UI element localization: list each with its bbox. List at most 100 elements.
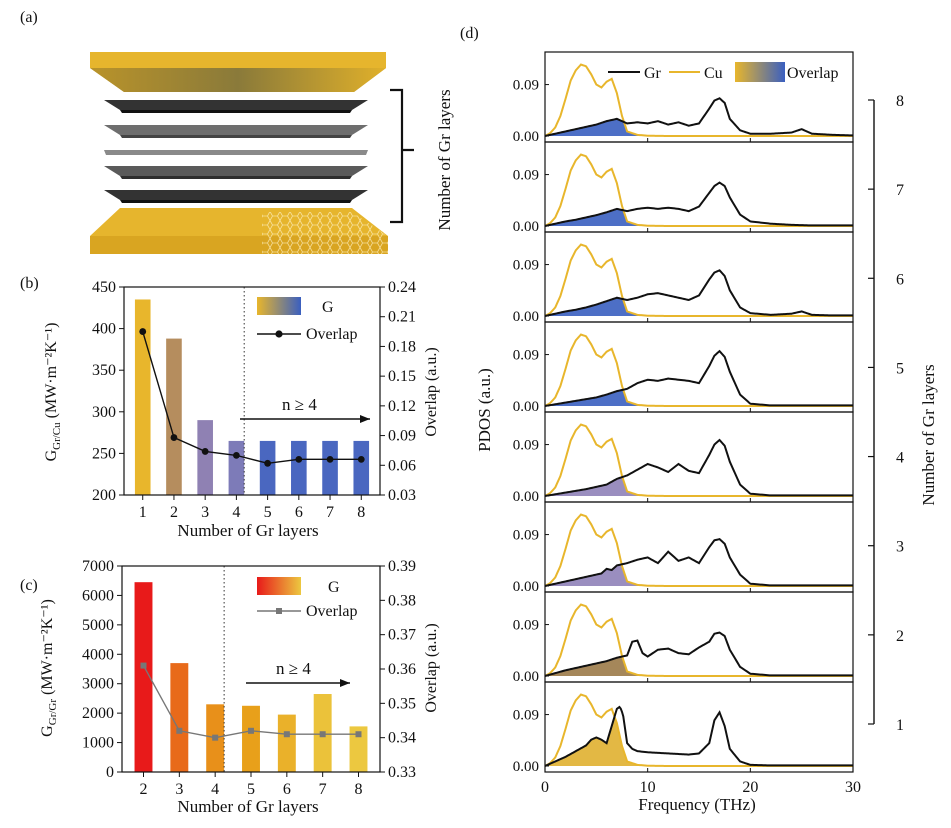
overlap-point-8: [357, 455, 365, 463]
bar-4: [228, 440, 245, 495]
y-tick-label: 0.09: [513, 438, 539, 454]
y-label-main: G: [39, 725, 56, 737]
legend-d: Gr Cu Overlap: [608, 62, 839, 82]
y-tick-label: 2000: [82, 705, 114, 722]
legend-label-g: G: [322, 299, 334, 316]
layer-tick-label-1: 1: [896, 717, 904, 734]
legend-label-gr: Gr: [644, 65, 662, 82]
layer-tick-label-7: 7: [896, 182, 904, 199]
bar-6: [291, 440, 307, 495]
x-tick-label-3: 3: [201, 504, 209, 521]
layer-tick-label-4: 4: [896, 450, 904, 467]
y-tick-label: 0: [106, 764, 114, 781]
chart-panel-d: Frequency (THz) PDOS (a.u.) Number of Gr…: [475, 51, 938, 814]
x-tick-label-3: 3: [175, 781, 183, 798]
y-tick-label: 0.09: [513, 708, 539, 724]
y-tick-label: 400: [92, 321, 116, 338]
y-tick-label: 0.09: [513, 168, 539, 184]
bar-8: [353, 440, 370, 495]
schematic: Number of Gr layers: [90, 52, 454, 254]
legend-label-overlap: Overlap: [787, 65, 839, 82]
chart-panel-c: G Overlap n ≥ 4 Number of Gr layers Over…: [39, 558, 440, 816]
cu-pdos-line: [544, 63, 853, 137]
y-tick-label: 0.00: [513, 219, 539, 235]
bar-5: [259, 440, 276, 495]
y2-tick-label: 0.39: [388, 558, 416, 575]
overlap-point-5: [248, 727, 254, 734]
y-tick-label: 0.00: [513, 759, 539, 775]
bar-7: [322, 440, 338, 495]
overlap-point-8: [355, 731, 362, 738]
legend-marker-overlap: [276, 608, 282, 614]
legend-swatch-g: [257, 577, 301, 595]
y2-axis-label: Number of Gr layers: [919, 364, 938, 505]
bar-6: [277, 714, 296, 772]
chart-panel-b: G Overlap n ≥ 4 Number of Gr layers Over…: [43, 279, 440, 540]
bar-3: [197, 420, 213, 495]
overlap-point-3: [176, 727, 183, 734]
x-tick-label-6: 6: [283, 781, 291, 798]
layer-tick-label-5: 5: [896, 360, 904, 377]
overlap-point-6: [295, 455, 303, 463]
y-tick-label: 200: [92, 487, 116, 504]
annotation-arrowhead: [360, 415, 370, 423]
x-tick-label-5: 5: [264, 504, 272, 521]
overlap-area: [545, 717, 853, 766]
graphene-layer: [104, 125, 368, 138]
bar-1: [134, 299, 151, 495]
annotation-n-ge-4: n ≥ 4: [282, 395, 317, 414]
y-label-units: (MW·m⁻²K⁻¹): [39, 599, 56, 695]
bar-2: [166, 338, 182, 495]
overlap-point-7: [319, 731, 326, 738]
y-tick-label: 5000: [82, 617, 114, 634]
y2-tick-label: 0.15: [388, 368, 416, 385]
overlap-point-5: [264, 459, 272, 467]
y-label-sub: Gr/Cu: [51, 422, 63, 450]
y2-tick-label: 0.12: [388, 398, 416, 415]
bar-2: [134, 582, 153, 772]
x-tick-label-4: 4: [232, 504, 240, 521]
y-tick-label: 0.00: [513, 489, 539, 505]
x-tick-label-20: 20: [742, 779, 758, 796]
legend-label-g: G: [328, 579, 340, 596]
overlap-point-4: [232, 451, 240, 459]
y2-tick-label: 0.37: [388, 627, 416, 644]
x-tick-label-0: 0: [541, 779, 549, 796]
y2-axis-label: Overlap (a.u.): [423, 347, 440, 436]
x-axis-label: Number of Gr layers: [177, 797, 318, 816]
pdos-panel-2-layers: 0.00 0.09: [513, 591, 854, 685]
x-tick-label-7: 7: [326, 504, 334, 521]
legend-b: G Overlap: [257, 297, 358, 343]
y-tick-label: 450: [92, 279, 116, 296]
annotation-n-ge-4: n ≥ 4: [276, 659, 311, 678]
bracket-label: Number of Gr layers: [435, 89, 454, 230]
y2-tick-label: 0.21: [388, 309, 416, 326]
y2-tick-label: 0.38: [388, 592, 416, 609]
layer-tick-label-3: 3: [896, 539, 904, 556]
panel-label-d: (d): [460, 25, 479, 42]
y2-tick-label: 0.06: [388, 457, 416, 474]
cu-pdos-line: [544, 333, 853, 407]
pdos-panel-4-layers: 0.00 0.09: [513, 411, 854, 505]
y-tick-label: 0.00: [513, 579, 539, 595]
overlap-point-4: [212, 734, 219, 741]
panel-label-c: (c): [20, 577, 38, 594]
x-tick-label-4: 4: [211, 781, 219, 798]
overlap-area: [545, 564, 853, 586]
x-axis-label: Frequency (THz): [638, 795, 756, 814]
layer-tick-label-6: 6: [896, 271, 904, 288]
overlap-area: [545, 208, 853, 226]
pdos-panel-5-layers: 0.00 0.09: [513, 321, 854, 415]
x-tick-label-7: 7: [319, 781, 327, 798]
y-tick-label: 4000: [82, 646, 114, 663]
cu-pdos-line: [544, 423, 853, 497]
x-tick-label-6: 6: [295, 504, 303, 521]
overlap-area: [545, 389, 853, 406]
overlap-point-6: [283, 731, 290, 738]
y-tick-label: 0.09: [513, 528, 539, 544]
pdos-panel-7-layers: 0.00 0.09: [513, 141, 854, 235]
y-axis-label: GGr/Gr (MW·m⁻²K⁻¹): [39, 599, 59, 737]
y-axis-label: GGr/Cu (MW·m⁻²K⁻¹): [43, 323, 63, 462]
gr-pdos-line: [544, 538, 853, 587]
bar-8: [349, 726, 368, 772]
